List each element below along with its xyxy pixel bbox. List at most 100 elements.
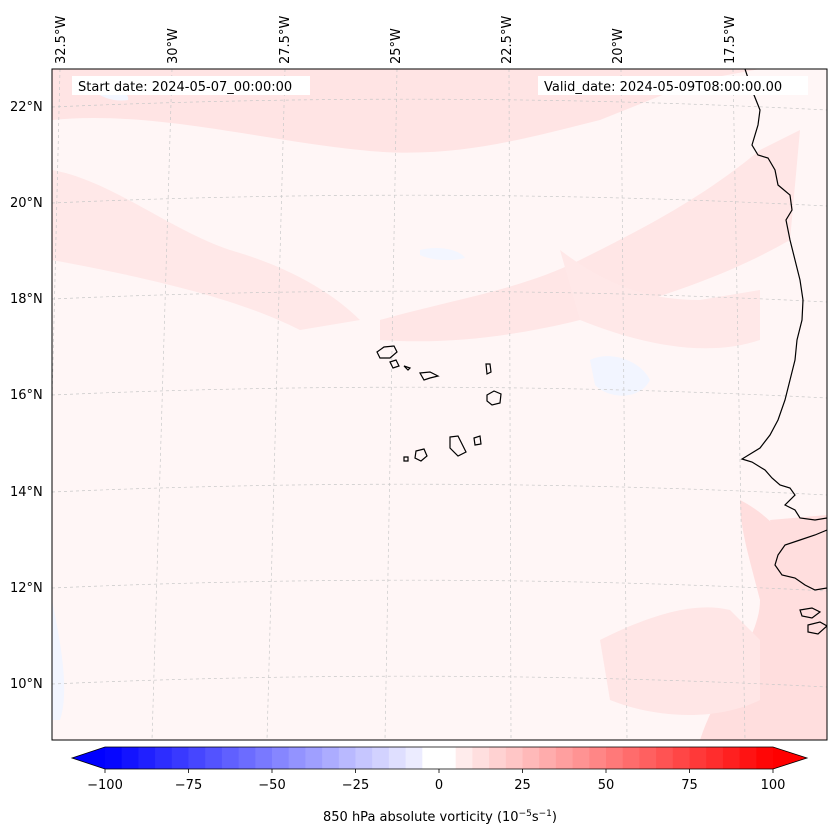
parallel-10n	[52, 675, 827, 688]
colorbar-segment	[505, 747, 524, 769]
santiago-island	[449, 435, 467, 457]
sao-vicente-island	[389, 359, 400, 369]
lat-label: 20°N	[10, 196, 43, 211]
positive-vorticity-band	[560, 250, 760, 349]
parallel-20n	[52, 194, 827, 207]
lon-label: 17.5°W	[723, 16, 738, 64]
colorbar-title-exponent: −5	[519, 809, 532, 819]
fogo-island	[414, 448, 428, 462]
colorbar-segment	[205, 747, 223, 769]
meridian-30w	[151, 69, 173, 740]
colorbar-segment	[121, 747, 139, 769]
colorbar-segment	[439, 747, 457, 769]
colorbar-segment	[606, 747, 624, 769]
colorbar-tick-label: 50	[598, 778, 615, 793]
colorbar-segment	[422, 747, 440, 769]
colorbar-segment	[305, 747, 323, 769]
colorbar-tick-label: −25	[342, 778, 369, 793]
colorbar-tick-label: −50	[258, 778, 285, 793]
positive-vorticity-band	[52, 170, 360, 330]
colorbar-segment	[238, 747, 256, 769]
colorbar-segment	[639, 747, 657, 769]
colorbar-segment	[622, 747, 640, 769]
colorbar-title-exponent: −1	[539, 809, 552, 819]
longitude-labels: 32.5°W 30°W 27.5°W 25°W 22.5°W 20°W 17.5…	[54, 16, 738, 64]
coastlines	[376, 69, 827, 635]
brava-island	[403, 456, 409, 462]
latitude-labels: 22°N 20°N 18°N 16°N 14°N 12°N 10°N	[10, 100, 43, 692]
colorbar-tick-label: 25	[514, 778, 531, 793]
valid-date-label: Valid_date: 2024-05-09T08:00:00.00	[544, 80, 782, 95]
parallel-14n	[52, 483, 827, 496]
colorbar-tick-label: 75	[681, 778, 698, 793]
colorbar-tick-label: −100	[87, 778, 123, 793]
colorbar-segment	[706, 747, 724, 769]
parallel-18n	[52, 290, 827, 303]
colorbar-segment	[589, 747, 607, 769]
colorbar-tick-label: 0	[435, 778, 443, 793]
colorbar-segment	[405, 747, 423, 769]
lon-label: 27.5°W	[278, 16, 293, 64]
colorbar-segment	[756, 747, 774, 769]
lat-label: 22°N	[10, 100, 43, 115]
negative-vorticity-patch	[420, 247, 465, 261]
meridian-17-5w	[732, 69, 746, 740]
colorbar-segment	[138, 747, 156, 769]
africa-coastline	[740, 69, 827, 521]
sal-island	[485, 363, 492, 375]
colorbar: −100 −75 −50 −25 0 25 50 75 100 850 hPa absolute…	[70, 746, 809, 825]
colorbar-segment	[522, 747, 540, 769]
positive-vorticity-band	[600, 607, 760, 715]
colorbar-segment	[105, 747, 123, 769]
colorbar-segment	[722, 747, 741, 769]
lon-label: 22.5°W	[500, 16, 515, 64]
start-date-label: Start date: 2024-05-07_00:00:00	[78, 80, 292, 95]
lon-label: 25°W	[389, 28, 404, 64]
colorbar-segment	[656, 747, 674, 769]
meridian-20w	[620, 69, 628, 740]
colorbar-segment	[555, 747, 574, 769]
gridlines	[52, 69, 827, 740]
colorbar-segment	[155, 747, 173, 769]
santa-luzia-island	[403, 365, 412, 371]
lat-label: 16°N	[10, 388, 43, 403]
lat-label: 18°N	[10, 292, 43, 307]
parallel-22n	[52, 98, 827, 111]
colorbar-segment	[338, 747, 357, 769]
lat-label: 10°N	[10, 677, 43, 692]
maio-island	[473, 435, 482, 446]
colorbar-segment	[288, 747, 306, 769]
parallel-12n	[52, 579, 827, 592]
colorbar-segment	[672, 747, 691, 769]
colorbar-title: 850 hPa absolute vorticity (10−5s−1)	[323, 809, 557, 825]
lon-label: 20°W	[611, 28, 626, 64]
negative-vorticity-patch	[52, 600, 65, 720]
colorbar-segment	[739, 747, 757, 769]
colorbar-segment	[255, 747, 273, 769]
lat-label: 12°N	[10, 581, 43, 596]
map-panel	[51, 68, 828, 741]
lon-label: 30°W	[166, 28, 181, 64]
colorbar-segment	[455, 747, 473, 769]
colorbar-min-arrow	[72, 747, 105, 769]
negative-vorticity-patch	[590, 356, 650, 396]
santo-antao-island	[376, 345, 398, 359]
colorbar-segment	[388, 747, 407, 769]
colorbar-segment	[572, 747, 590, 769]
lat-label: 14°N	[10, 485, 43, 500]
colorbar-segment	[372, 747, 390, 769]
meridian-22-5w	[508, 69, 512, 740]
colorbar-tick-label: −75	[175, 778, 202, 793]
meridian-25w	[384, 69, 398, 740]
meridian-27-5w	[266, 69, 286, 740]
colorbar-segment	[171, 747, 190, 769]
colorbar-segment	[539, 747, 557, 769]
sao-nicolau-island	[419, 371, 440, 381]
start-date-background	[72, 76, 310, 95]
colorbar-ticks: −100 −75 −50 −25 0 25 50 75 100	[87, 769, 785, 793]
valid-date-background	[538, 76, 808, 95]
colorbar-segment	[689, 747, 707, 769]
guinea-bissau-islands	[799, 607, 827, 635]
parallel-16n	[52, 386, 827, 399]
colorbar-segment	[272, 747, 290, 769]
